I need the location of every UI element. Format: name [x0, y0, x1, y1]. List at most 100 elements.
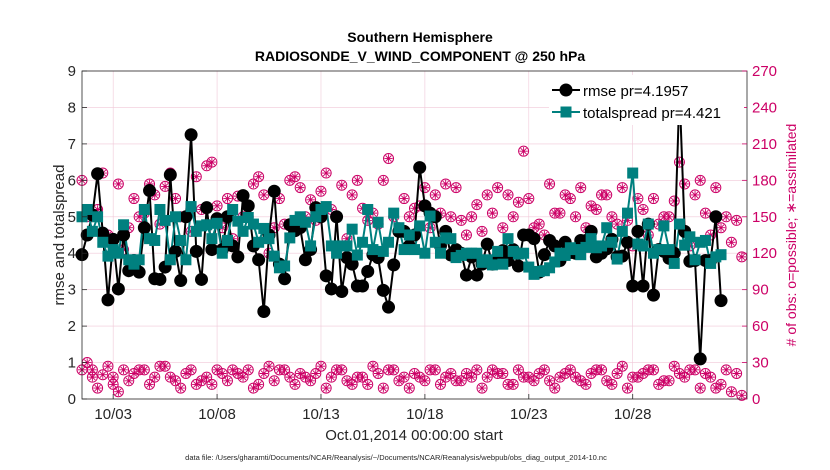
obs-asterisk — [176, 383, 185, 393]
plot-area — [75, 70, 748, 401]
x-tick-label: 10/28 — [614, 406, 652, 423]
rmse-point — [189, 244, 203, 258]
rmse-point — [278, 272, 292, 286]
rmse-point — [693, 352, 707, 366]
rmse-point — [330, 210, 344, 224]
obs-circle — [133, 364, 145, 376]
obs-marker — [731, 367, 743, 379]
obs-asterisk — [264, 362, 274, 371]
obs-asterisk — [680, 179, 689, 189]
y-tick-label-right: 150 — [752, 209, 777, 226]
obs-asterisk — [560, 369, 570, 378]
obs-asterisk — [618, 183, 627, 192]
obs-marker — [434, 378, 446, 390]
obs-marker — [398, 193, 410, 205]
obs-asterisk — [633, 194, 643, 203]
totalspread-point — [699, 234, 711, 246]
obs-asterisk — [368, 362, 378, 371]
obs-marker — [538, 364, 550, 376]
obs-marker — [637, 203, 649, 215]
obs-circle — [434, 378, 446, 390]
obs-asterisk — [493, 183, 502, 192]
chart-subtitle: RADIOSONDE_V_WIND_COMPONENT @ 250 hPa — [255, 48, 585, 64]
obs-asterisk — [722, 212, 731, 221]
obs-asterisk — [285, 372, 295, 382]
obs-marker — [242, 364, 254, 376]
obs-asterisk — [711, 183, 721, 192]
totalspread-point — [673, 218, 685, 230]
obs-circle — [242, 364, 254, 376]
legend-spread-marker — [560, 106, 572, 118]
totalspread-point — [622, 207, 634, 219]
totalspread-point — [653, 244, 665, 256]
y-tick-label: 2 — [68, 318, 76, 335]
obs-asterisk — [332, 365, 341, 375]
obs-circle — [637, 203, 649, 215]
obs-marker — [476, 225, 488, 237]
obs-asterisk — [405, 383, 414, 393]
obs-circle — [294, 182, 306, 194]
obs-asterisk — [321, 168, 331, 178]
obs-marker — [118, 364, 130, 376]
obs-marker — [512, 364, 524, 376]
obs-asterisk — [373, 369, 383, 378]
totalspread-point — [357, 236, 369, 248]
obs-marker — [346, 189, 358, 201]
obs-circle — [455, 214, 467, 226]
y-axis-label-right: # of obs: o=possible; ∗=assimilated — [783, 124, 799, 347]
obs-circle — [653, 378, 665, 390]
obs-marker — [466, 371, 478, 383]
obs-circle — [383, 364, 395, 376]
obs-marker — [403, 382, 415, 394]
y-tick-label: 8 — [68, 99, 76, 116]
obs-asterisk — [529, 376, 539, 385]
totalspread-point — [81, 203, 93, 215]
rmse-point — [137, 221, 151, 235]
totalspread-point — [434, 247, 446, 259]
obs-circle — [107, 378, 119, 390]
obs-asterisk — [88, 365, 97, 375]
x-axis-label: Oct.01,2014 00:00:00 start — [325, 427, 503, 444]
rmse-point — [319, 269, 333, 283]
obs-asterisk — [534, 369, 544, 378]
totalspread-point — [383, 236, 395, 248]
obs-circle — [175, 382, 187, 394]
obs-marker — [419, 182, 431, 194]
obs-marker — [268, 375, 280, 387]
obs-circle — [575, 182, 587, 194]
rmse-point — [631, 224, 645, 238]
totalspread-point — [689, 254, 701, 266]
obs-asterisk — [571, 372, 580, 382]
obs-marker — [263, 360, 275, 372]
obs-marker — [486, 207, 498, 219]
obs-asterisk — [670, 196, 679, 206]
obs-asterisk — [529, 223, 539, 232]
obs-asterisk — [498, 369, 508, 378]
obs-circle — [559, 189, 571, 201]
obs-circle — [512, 364, 524, 376]
obs-circle — [170, 193, 182, 205]
obs-circle — [221, 193, 233, 205]
obs-asterisk — [171, 376, 180, 385]
obs-circle — [559, 367, 571, 379]
obs-asterisk — [737, 391, 747, 400]
obs-asterisk — [618, 362, 627, 371]
rmse-point — [376, 283, 390, 297]
rmse-point — [636, 279, 650, 293]
obs-circle — [351, 371, 363, 383]
obs-circle — [497, 222, 509, 234]
obs-circle — [471, 199, 483, 211]
obs-marker — [590, 364, 602, 376]
obs-marker — [284, 371, 296, 383]
totalspread-point — [497, 258, 509, 270]
obs-marker — [694, 174, 706, 186]
obs-asterisk — [186, 365, 196, 375]
obs-asterisk — [192, 172, 201, 181]
obs-circle — [424, 364, 436, 376]
obs-asterisk — [701, 369, 710, 378]
obs-marker — [206, 378, 218, 390]
obs-circle — [403, 382, 415, 394]
obs-asterisk — [566, 194, 575, 203]
obs-asterisk — [296, 369, 305, 378]
totalspread-point — [715, 249, 727, 261]
